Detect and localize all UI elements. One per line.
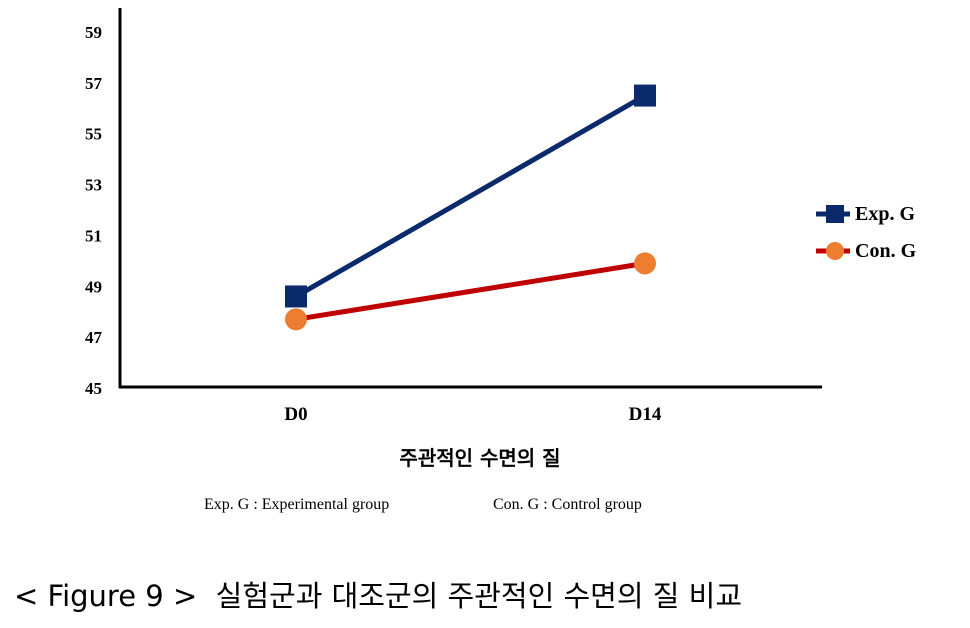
x-axis-ticks: D0 D14 [284, 404, 661, 425]
data-point-marker [285, 285, 307, 308]
legend-marker [826, 242, 844, 260]
legend-label: Exp. G [855, 203, 915, 225]
series-line [295, 260, 646, 322]
legend-marker [826, 205, 844, 223]
y-tick-label: 57 [85, 74, 103, 93]
footnote-exp: Exp. G : Experimental group [204, 496, 389, 513]
legend-label: Con. G [855, 240, 917, 262]
x-axis-label: 주관적인 수면의 질 [399, 446, 560, 470]
axes [118, 8, 822, 389]
y-tick-label: 49 [85, 277, 102, 296]
y-tick-label: 45 [85, 379, 102, 398]
series-line [294, 93, 647, 299]
x-tick-label: D14 [629, 404, 662, 425]
data-point-marker [285, 308, 307, 331]
y-tick-label: 47 [85, 328, 103, 347]
y-tick-label: 53 [85, 176, 102, 195]
y-tick-label: 55 [85, 125, 102, 144]
footnote-con: Con. G : Control group [493, 496, 642, 513]
legend: Exp. G Con. G [816, 203, 917, 262]
y-tick-label: 51 [85, 226, 102, 245]
series-group [285, 84, 656, 331]
data-point-marker [634, 252, 656, 275]
figure-caption: < Figure 9 > 실험군과 대조군의 주관적인 수면의 질 비교 [14, 579, 742, 613]
x-tick-label: D0 [284, 404, 307, 425]
y-axis-ticks: 45 47 49 51 53 55 57 59 [85, 23, 103, 398]
y-tick-label: 59 [85, 23, 102, 42]
data-point-marker [634, 84, 656, 107]
